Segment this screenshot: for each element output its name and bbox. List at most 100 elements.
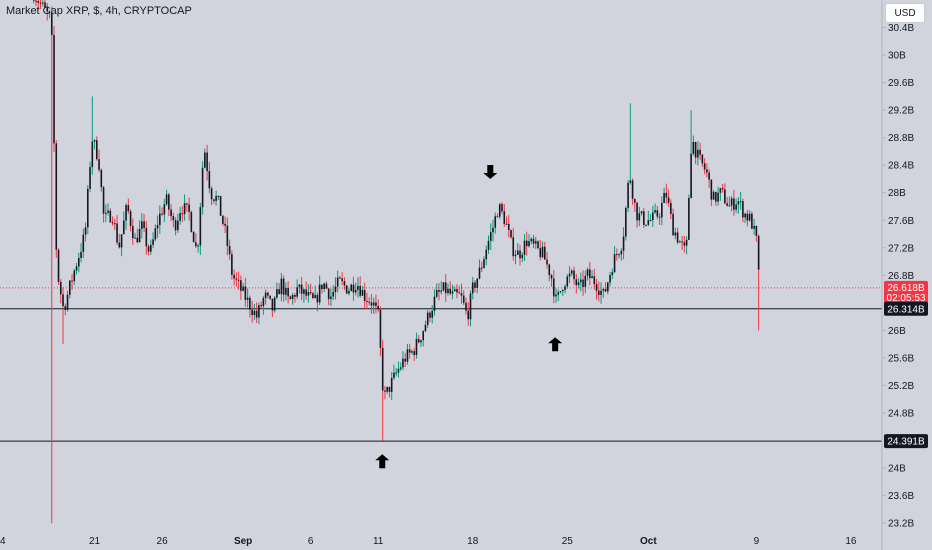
candle-body[interactable]	[483, 259, 485, 268]
candle-body[interactable]	[411, 351, 413, 353]
candle-body[interactable]	[503, 211, 506, 224]
candle-body[interactable]	[514, 254, 517, 257]
candle-body[interactable]	[748, 213, 751, 221]
candle-body[interactable]	[278, 289, 280, 295]
candle-body[interactable]	[32, 0, 35, 1]
candle-body[interactable]	[192, 231, 195, 243]
candle-body[interactable]	[525, 240, 528, 247]
candle-body[interactable]	[251, 309, 253, 315]
candle-body[interactable]	[327, 288, 330, 300]
candle-body[interactable]	[395, 372, 398, 374]
candle-body[interactable]	[282, 278, 285, 295]
candle-body[interactable]	[577, 282, 580, 286]
candle-body[interactable]	[643, 211, 645, 225]
candle-body[interactable]	[534, 241, 537, 244]
candle-body[interactable]	[165, 194, 168, 205]
candle-body[interactable]	[498, 204, 501, 217]
candle-body[interactable]	[59, 281, 62, 295]
candle-body[interactable]	[343, 281, 346, 286]
candle-body[interactable]	[564, 286, 566, 290]
candle-body[interactable]	[222, 215, 224, 224]
candle-body[interactable]	[570, 270, 573, 274]
arrow-up-icon[interactable]	[375, 454, 390, 469]
arrow-down-icon[interactable]	[483, 164, 498, 179]
candle-body[interactable]	[298, 284, 301, 288]
candle-body[interactable]	[332, 291, 334, 297]
candle-body[interactable]	[697, 149, 699, 158]
candle-body[interactable]	[377, 306, 379, 310]
candle-body[interactable]	[730, 198, 733, 206]
candle-body[interactable]	[742, 201, 744, 218]
candle-body[interactable]	[512, 237, 515, 257]
candle-body[interactable]	[537, 241, 539, 249]
candle-body[interactable]	[489, 232, 492, 241]
candle-body[interactable]	[737, 201, 740, 205]
candle-body[interactable]	[235, 278, 238, 280]
candle-body[interactable]	[607, 282, 609, 292]
candle-body[interactable]	[465, 302, 467, 311]
candle-body[interactable]	[625, 207, 627, 237]
candle-body[interactable]	[224, 223, 226, 226]
candle-body[interactable]	[453, 289, 456, 292]
candle-body[interactable]	[345, 285, 348, 294]
candle-body[interactable]	[80, 251, 82, 258]
candle-body[interactable]	[86, 188, 89, 228]
candle-body[interactable]	[433, 296, 436, 311]
price-axis[interactable]: 30.4B 30B 29.6B 29.2B 28.8B 28.4B 28B 27.6B 27.2…	[882, 23, 914, 530]
candle-body[interactable]	[118, 242, 121, 248]
candle-body[interactable]	[701, 154, 704, 164]
candle-body[interactable]	[521, 254, 524, 259]
candle-body[interactable]	[424, 324, 427, 332]
candle-body[interactable]	[309, 291, 312, 294]
candle-body[interactable]	[566, 276, 569, 287]
candle-body[interactable]	[652, 212, 654, 221]
candle-body[interactable]	[413, 351, 416, 355]
candle-body[interactable]	[303, 289, 305, 294]
candle-body[interactable]	[215, 196, 217, 201]
candle-body[interactable]	[744, 213, 746, 218]
candle-body[interactable]	[712, 191, 715, 200]
candle-body[interactable]	[638, 213, 641, 221]
candle-body[interactable]	[399, 367, 402, 369]
candle-body[interactable]	[321, 284, 323, 290]
candle-body[interactable]	[114, 223, 116, 225]
candle-body[interactable]	[429, 312, 431, 318]
candle-body[interactable]	[575, 279, 578, 286]
candle-body[interactable]	[552, 278, 555, 297]
candle-body[interactable]	[57, 249, 60, 282]
candle-body[interactable]	[618, 254, 620, 256]
candle-body[interactable]	[368, 301, 370, 303]
candle-body[interactable]	[273, 297, 276, 311]
candle-body[interactable]	[516, 250, 519, 255]
candle-body[interactable]	[397, 368, 400, 373]
candle-body[interactable]	[375, 302, 377, 307]
candle-body[interactable]	[579, 279, 582, 283]
candle-body[interactable]	[179, 213, 181, 221]
arrow-annotations[interactable]	[375, 164, 563, 469]
candle-body[interactable]	[123, 220, 125, 235]
candle-body[interactable]	[519, 250, 521, 259]
candle-body[interactable]	[217, 195, 220, 197]
candle-body[interactable]	[442, 282, 445, 291]
candle-body[interactable]	[46, 7, 49, 12]
candle-body[interactable]	[312, 293, 314, 299]
candle-body[interactable]	[640, 211, 643, 214]
candle-body[interactable]	[402, 358, 404, 368]
candle-body[interactable]	[154, 228, 157, 240]
candle-body[interactable]	[645, 224, 647, 226]
candle-body[interactable]	[307, 291, 310, 296]
candle-body[interactable]	[208, 171, 211, 189]
candle-body[interactable]	[681, 241, 683, 243]
candle-body[interactable]	[559, 290, 562, 293]
candle-body[interactable]	[676, 232, 679, 243]
arrow-up-icon[interactable]	[548, 337, 563, 352]
candle-body[interactable]	[240, 280, 242, 291]
candle-body[interactable]	[591, 276, 593, 279]
candle-body[interactable]	[206, 152, 208, 172]
candle-body[interactable]	[561, 289, 564, 291]
candle-body[interactable]	[449, 288, 452, 294]
candle-body[interactable]	[170, 209, 172, 217]
candle-body[interactable]	[631, 180, 634, 199]
candle-body[interactable]	[717, 192, 719, 202]
